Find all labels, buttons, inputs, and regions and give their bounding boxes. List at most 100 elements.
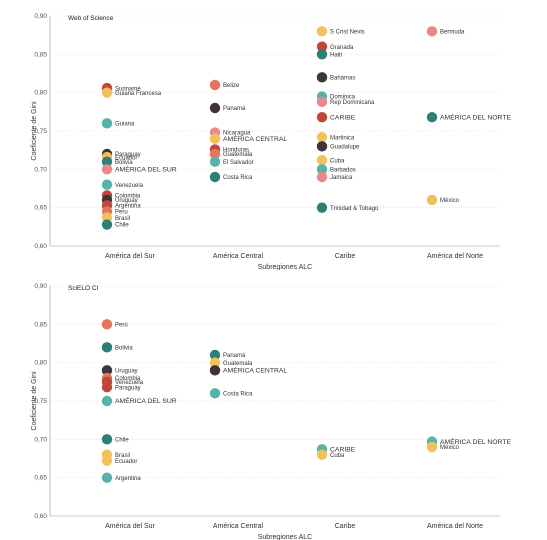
data-point: [316, 202, 328, 213]
point-label: Suriname: [115, 86, 141, 92]
y-tick-label: 0,90: [34, 283, 47, 290]
chart-title: SciELO CI: [68, 285, 99, 292]
y-tick-label: 0,75: [34, 128, 47, 135]
y-tick-label: 0,70: [34, 436, 47, 443]
y-axis-label: Coeficiente de Gini: [31, 371, 38, 431]
data-point: [209, 133, 221, 144]
data-point: [101, 382, 113, 393]
data-point: [209, 171, 221, 183]
point-label: México: [440, 445, 460, 451]
point-label: Martinica: [330, 135, 355, 141]
point-label: Bolivia: [115, 160, 133, 166]
point-label: Argentina: [115, 476, 141, 482]
point-label: Paraguay: [115, 385, 141, 391]
data-point: [101, 472, 113, 483]
point-label: Uruguay: [115, 369, 138, 375]
point-label: Guiana: [115, 122, 135, 128]
x-axis-label: Subregiones ALC: [258, 264, 312, 270]
point-label: Chile: [115, 438, 129, 444]
x-tick-label: América del Sur: [105, 523, 155, 530]
y-tick-label: 0,60: [34, 513, 47, 520]
data-point: [316, 131, 328, 143]
point-label: S Crist Nevis: [330, 30, 365, 36]
aggregate-label: AMÉRICA DEL SUR: [115, 165, 177, 174]
data-point: [101, 342, 113, 353]
aggregate-label: CARIBE: [330, 447, 356, 454]
point-label: Venezuela: [115, 380, 144, 386]
point-label: Guadalupe: [330, 145, 360, 151]
point-label: México: [440, 198, 460, 204]
data-point: [101, 179, 113, 190]
point-label: Belize: [223, 83, 240, 89]
point-label: Jamaica: [330, 175, 353, 181]
x-tick-label: América Central: [213, 523, 264, 530]
point-label: Costa Rica: [223, 392, 253, 398]
y-tick-label: 0,90: [34, 13, 47, 20]
point-label: Perú: [115, 323, 128, 329]
x-tick-label: Caribe: [335, 253, 356, 260]
point-label: Colombia: [115, 194, 141, 200]
point-label: Granada: [330, 45, 354, 51]
data-point: [101, 164, 113, 175]
point-label: Argentina: [115, 204, 141, 210]
point-label: Barbados: [330, 168, 356, 174]
aggregate-label: CARIBE: [330, 114, 356, 121]
data-point: [316, 96, 328, 108]
point-label: Colombia: [115, 376, 141, 382]
data-point: [101, 118, 113, 129]
data-point: [101, 365, 113, 376]
y-tick-label: 0,65: [34, 475, 47, 482]
data-point: [316, 154, 328, 166]
data-point: [316, 41, 328, 52]
point-label: El Salvador: [223, 160, 254, 166]
point-label: Uruguay: [115, 198, 138, 204]
y-tick-label: 0,80: [34, 90, 47, 97]
point-label: Cuba: [330, 158, 345, 164]
point-label: Ecuador: [115, 155, 137, 161]
y-tick-label: 0,65: [34, 205, 47, 212]
y-tick-label: 0,85: [34, 51, 47, 58]
point-label: Guatemala: [223, 361, 253, 367]
y-tick-label: 0,60: [34, 243, 47, 250]
x-tick-label: América del Norte: [427, 253, 483, 260]
point-label: Cuba: [330, 453, 345, 459]
data-point: [101, 156, 113, 167]
data-point: [101, 219, 113, 230]
data-point: [101, 319, 113, 330]
y-tick-label: 0,85: [34, 321, 47, 328]
chart-title: Web of Science: [68, 15, 114, 22]
data-point: [426, 26, 438, 37]
x-axis-label: Subregiones ALC: [258, 534, 312, 540]
chart-web-of-science: 0,60 0,65 0,70 0,75 0,80 0,85 0,90 Web of Scien…: [31, 13, 511, 270]
data-point: [316, 164, 328, 175]
data-point: [316, 72, 328, 83]
data-point: [316, 449, 328, 460]
x-tick-label: América del Norte: [427, 523, 483, 530]
data-point: [426, 112, 438, 123]
point-label: Guatemala: [223, 152, 253, 158]
point-label: Costa Rica: [223, 175, 253, 181]
point-label: Dominica: [330, 95, 356, 101]
y-axis-label: Coeficiente de Gini: [31, 101, 38, 161]
aggregate-label: AMÉRICA DEL NORTE: [440, 437, 511, 446]
data-point: [316, 141, 328, 152]
x-tick-label: América del Sur: [105, 253, 155, 260]
point-label: Haiti: [330, 53, 342, 59]
aggregate-label: AMÉRICA DEL NORTE: [440, 112, 511, 121]
point-label: Ecuador: [115, 459, 137, 465]
aggregate-label: AMÉRICA CENTRAL: [223, 134, 287, 143]
data-point: [101, 395, 113, 407]
point-label: Panamá: [223, 106, 246, 112]
point-label: Chile: [115, 223, 129, 229]
point-label: Guiana Francesa: [115, 91, 162, 97]
data-point: [316, 171, 328, 183]
data-point: [209, 365, 221, 376]
data-point: [209, 79, 221, 91]
data-point: [101, 87, 113, 98]
point-label: Rep Dominicana: [330, 100, 375, 106]
point-label: Bahamas: [330, 76, 355, 82]
point-label: Brasil: [115, 453, 130, 459]
point-label: Paraguay: [115, 152, 141, 158]
point-label: Peru: [115, 210, 128, 216]
